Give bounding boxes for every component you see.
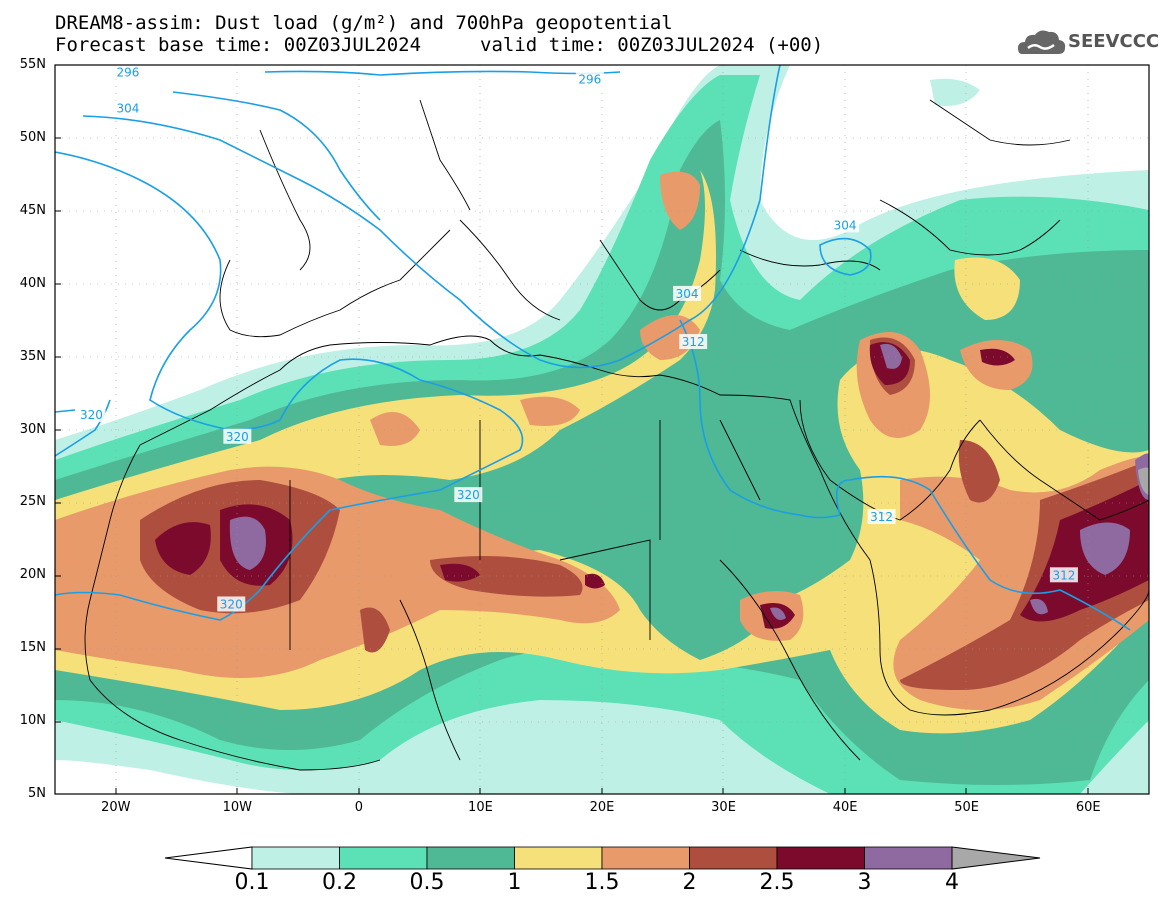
contour-labels: 296 296 304 304 304 312 312 312 320 320 320 320 — [77, 64, 1078, 612]
colorbar-segment — [601, 846, 690, 870]
contour-label: 296 — [575, 71, 604, 87]
contour-label-text: 312 — [682, 335, 705, 349]
latitude-label: 30N — [19, 421, 46, 437]
contour-label-text: 320 — [457, 488, 480, 502]
colorbar-min-triangle — [164, 846, 253, 870]
colorbar-segment — [689, 846, 778, 870]
longitude-label: 20W — [101, 800, 131, 815]
longitude-label: 30E — [711, 800, 736, 815]
contour-label: 304 — [831, 217, 860, 233]
contour-label: 312 — [867, 508, 896, 524]
valid-time: valid time: 00Z03JUL2024 (+00) — [480, 34, 824, 56]
map-title: DREAM8-assim: Dust load (g/m²) and 700hP… — [55, 12, 673, 34]
latitude-label: 35N — [19, 348, 46, 364]
colorbar-segment — [514, 846, 603, 870]
contour-label-text: 304 — [676, 287, 699, 301]
latitude-label: 45N — [19, 202, 46, 218]
contour-label: 304 — [113, 100, 142, 116]
contour-label: 320 — [77, 406, 106, 422]
contour-label-text: 312 — [1052, 568, 1075, 582]
latitude-label: 5N — [28, 786, 46, 801]
contour-label: 312 — [679, 334, 708, 350]
contour-label-text: 320 — [80, 408, 103, 422]
latitude-label: 15N — [19, 640, 46, 656]
colorbar-label: 2.5 — [759, 870, 795, 895]
contour-label: 320 — [454, 487, 483, 503]
tick-marks — [55, 137, 1089, 794]
latitude-label: 10N — [19, 713, 46, 729]
colorbar-segment — [776, 846, 865, 870]
longitude-label: 40E — [832, 800, 858, 815]
contour-label: 312 — [1049, 567, 1078, 583]
contour-label: 320 — [217, 596, 246, 612]
longitude-label: 60E — [1075, 800, 1101, 815]
forecast-base-time: Forecast base time: 00Z03JUL2024 — [55, 34, 422, 56]
latitude-label: 40N — [19, 275, 46, 291]
colorbar-label: 2 — [682, 870, 697, 895]
geopotential-contours — [55, 65, 1131, 631]
contour-label-text: 296 — [578, 73, 601, 87]
colorbar — [164, 846, 1041, 870]
latitude-label: 25N — [19, 494, 46, 510]
colorbar-label: 0.2 — [322, 870, 357, 895]
latitude-label: 50N — [19, 129, 46, 145]
colorbar-label: 4 — [945, 870, 959, 895]
contour-label-text: 296 — [116, 65, 139, 79]
longitude-label: 10E — [468, 800, 493, 815]
latitude-label: 55N — [19, 57, 46, 72]
contour-label-text: 320 — [226, 430, 249, 444]
colorbar-label: 1 — [507, 870, 522, 895]
colorbar-segment — [864, 846, 953, 870]
longitude-label: 50E — [954, 800, 980, 815]
latitude-label: 20N — [19, 567, 46, 583]
contour-label-text: 312 — [870, 510, 893, 524]
contour-label-text: 320 — [220, 597, 243, 611]
contour-label: 296 — [113, 64, 142, 80]
contour-label-text: 304 — [834, 218, 857, 232]
colorbar-label: 1.5 — [584, 870, 620, 895]
colorbar-segment — [426, 846, 515, 870]
longitude-label: 10W — [222, 800, 253, 815]
grid-lines — [55, 65, 1149, 794]
colorbar-segment — [339, 846, 428, 870]
longitude-label: 20E — [589, 800, 615, 815]
colorbar-label: 3 — [857, 870, 872, 895]
contour-label: 304 — [673, 285, 702, 301]
logo-text: SEEVCCC — [1068, 31, 1160, 52]
longitude-label: 0 — [354, 800, 364, 815]
cloud-logo-icon — [1018, 30, 1066, 54]
contour-label-text: 304 — [116, 102, 139, 116]
contour-label: 320 — [223, 428, 252, 444]
colorbar-label: 0.1 — [234, 870, 270, 895]
colorbar-label: 0.5 — [409, 870, 445, 895]
colorbar-max-triangle — [951, 846, 1041, 870]
coastlines — [84, 99, 1149, 771]
colorbar-segment — [251, 846, 340, 870]
